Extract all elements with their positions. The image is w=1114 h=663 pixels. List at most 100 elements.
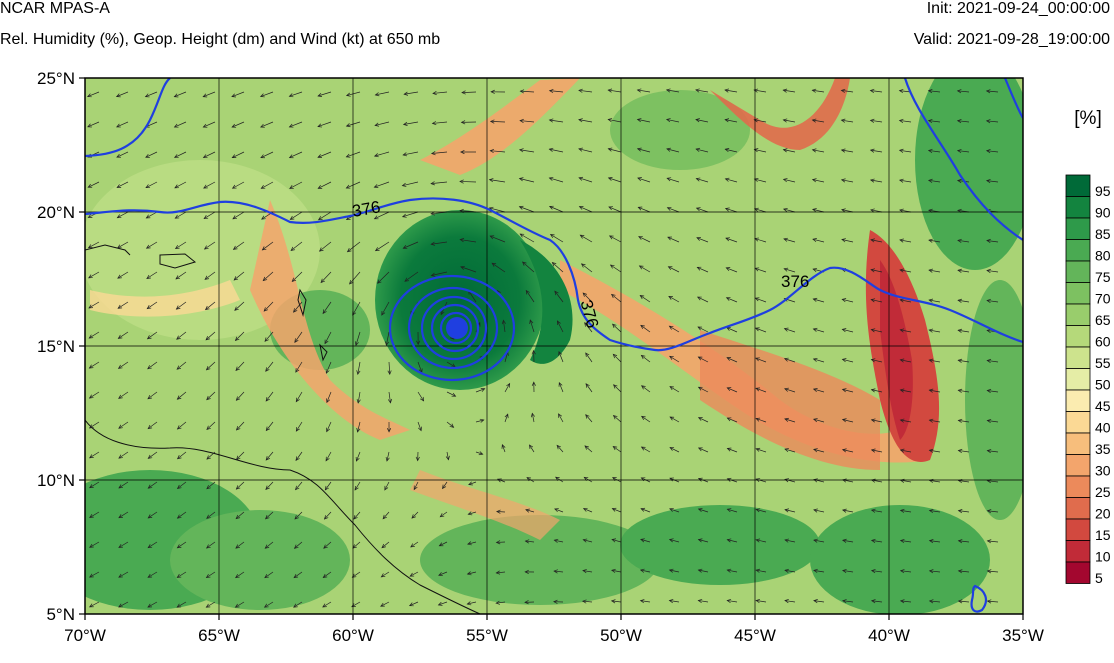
- wind-arrow: [899, 238, 912, 243]
- wind-arrow: [147, 511, 158, 519]
- wind-arrow: [415, 451, 420, 462]
- colorbar-swatch: [1065, 174, 1091, 197]
- wind-arrow: [206, 451, 216, 460]
- colorbar-level-label: 95: [1095, 183, 1111, 199]
- wind-arrow: [261, 241, 274, 251]
- wind-arrow: [753, 88, 767, 93]
- wind-arrow: [578, 118, 593, 123]
- wind-arrow: [176, 451, 187, 460]
- colorbar-level-label: 20: [1095, 505, 1111, 521]
- wind-arrow: [325, 451, 332, 462]
- wind-arrow: [501, 319, 506, 333]
- wind-arrow: [317, 211, 332, 221]
- wind-arrow: [264, 571, 274, 579]
- wind-arrow: [202, 91, 216, 98]
- wind-arrow: [608, 235, 622, 243]
- wind-arrow: [324, 331, 332, 345]
- wind-arrow: [118, 511, 129, 519]
- wind-arrow: [490, 89, 506, 94]
- wind-arrow: [176, 571, 187, 578]
- wind-arrow: [986, 268, 999, 273]
- wind-arrow: [384, 481, 390, 491]
- wind-arrow: [401, 211, 419, 218]
- wind-arrow: [725, 267, 738, 273]
- wind-arrow: [89, 541, 100, 548]
- wind-arrow: [610, 293, 622, 303]
- land-outlines: [85, 244, 481, 614]
- wind-arrow: [584, 445, 593, 453]
- wind-arrow: [668, 599, 680, 604]
- wind-arrow: [295, 451, 303, 462]
- wind-arrow: [783, 357, 796, 363]
- wind-arrow: [265, 361, 274, 372]
- wind-arrow: [430, 181, 448, 186]
- wind-arrow: [986, 569, 999, 574]
- wind-arrow: [899, 448, 912, 453]
- wind-arrow: [869, 178, 883, 183]
- wind-arrow: [529, 319, 535, 333]
- wind-arrow: [205, 571, 216, 579]
- wind-arrow: [811, 148, 825, 153]
- wind-arrow: [784, 599, 796, 604]
- lon-tick-label: 60°W: [332, 626, 374, 645]
- lat-tick-label: 15°N: [37, 337, 75, 356]
- wind-arrow: [755, 478, 767, 483]
- wind-arrow: [373, 211, 390, 220]
- wind-arrow: [408, 601, 419, 607]
- wind-arrow: [928, 508, 941, 514]
- wind-arrow: [235, 391, 245, 401]
- wind-arrow: [697, 598, 709, 604]
- wind-arrow: [325, 361, 332, 374]
- wind-arrow: [640, 446, 651, 453]
- wind-arrow: [726, 508, 738, 513]
- wind-arrow: [446, 421, 455, 428]
- wind-arrow: [548, 147, 564, 153]
- wind-arrow: [957, 599, 970, 604]
- wind-arrow: [118, 451, 129, 459]
- wind-arrow: [231, 151, 245, 159]
- wind-arrow: [204, 271, 216, 280]
- wind-arrow: [146, 271, 158, 279]
- lat-tick-label: 20°N: [37, 203, 75, 222]
- wind-arrow: [957, 238, 970, 243]
- colorbar-swatch: [1065, 282, 1091, 305]
- wind-arrow: [957, 328, 970, 333]
- wind-arrow: [289, 181, 303, 189]
- wind-arrow: [755, 568, 767, 573]
- wind-arrow: [265, 481, 274, 490]
- colorbar-swatch: [1065, 475, 1091, 498]
- wind-arrow: [783, 237, 796, 243]
- colorbar-level-label: 75: [1095, 269, 1111, 285]
- wind-arrow: [430, 151, 448, 156]
- wind-arrow: [811, 178, 825, 183]
- wind-arrow: [986, 539, 999, 544]
- wind-arrow: [783, 267, 796, 273]
- axis-ticks: 70°W 65°W 60°W 55°W 50°W 45°W 40°W 35°W 25°N 20°N…: [37, 69, 1044, 645]
- wind-arrow: [812, 357, 825, 363]
- wind-arrow: [460, 149, 477, 155]
- colorbar-swatch: [1065, 411, 1091, 434]
- wind-arrow: [326, 391, 332, 404]
- wind-arrow: [928, 388, 941, 393]
- colorbar-level-label: 40: [1095, 419, 1111, 435]
- wind-arrow: [668, 295, 680, 303]
- wind-arrow: [697, 538, 709, 543]
- wind-arrow: [205, 331, 216, 341]
- wind-arrow: [548, 118, 564, 123]
- wind-arrow: [840, 88, 854, 93]
- wind-arrow: [842, 599, 854, 604]
- wind-arrow: [381, 301, 390, 316]
- colorbar-swatch: [1065, 239, 1091, 262]
- wind-arrow: [288, 151, 303, 159]
- colorbar-level-label: 70: [1095, 290, 1111, 306]
- wind-arrow: [641, 385, 651, 393]
- wind-arrow: [116, 121, 129, 128]
- wind-arrow: [401, 181, 419, 187]
- wind-arrow: [841, 388, 854, 393]
- wind-arrow: [263, 601, 274, 608]
- wind-arrow: [354, 481, 361, 491]
- wind-arrow: [638, 236, 651, 243]
- wind-arrow: [870, 418, 883, 423]
- wind-arrow: [696, 266, 709, 273]
- wind-arrow: [985, 89, 999, 94]
